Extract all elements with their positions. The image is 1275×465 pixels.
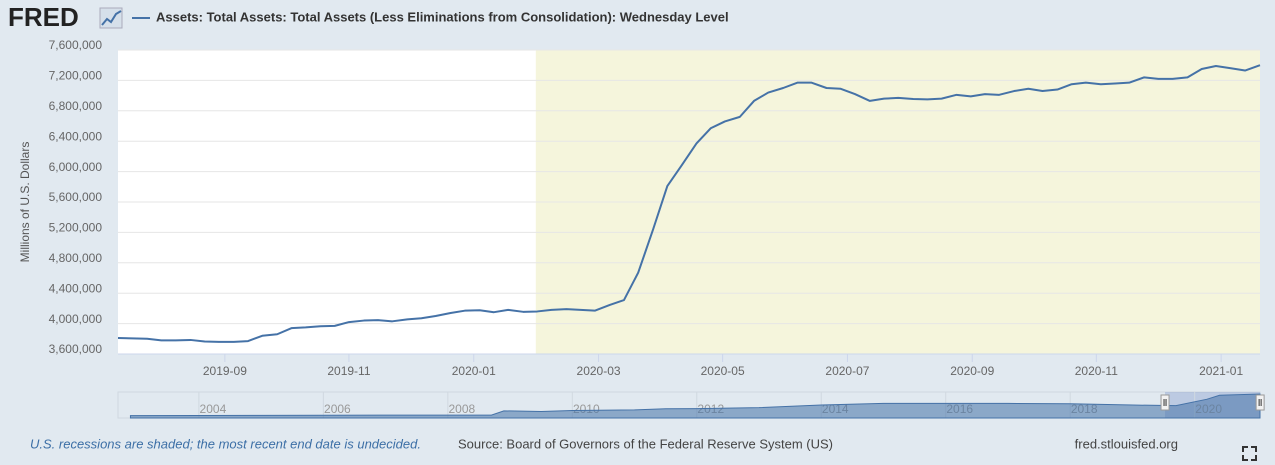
y-tick-label: 6,000,000 [49,160,103,174]
data-line [117,64,1261,343]
legend-entry: Assets: Total Assets: Total Assets (Less… [156,9,729,24]
y-tick-label: 5,600,000 [49,190,103,204]
navigator-area [129,393,1261,419]
x-tick-label: 2019-11 [327,364,370,378]
navigator-label: 2008 [448,402,475,416]
y-tick-label: 7,200,000 [49,69,103,83]
x-tick-label: 2021-01 [1199,364,1243,378]
x-tick-label: 2020-11 [1075,364,1118,378]
navigator-handle[interactable] [1255,394,1265,411]
plot: 3,600,000 4,000,000 4,400,000 4,800,000 5,20… [49,38,1265,419]
y-tick-label: 4,400,000 [49,281,103,295]
navigator-label: 2006 [324,402,351,416]
y-tick-label: 7,600,000 [49,38,103,52]
y-tick-label: 5,200,000 [49,221,103,235]
source: Source: Board of Governors of the Federa… [458,436,833,451]
y-axis-label: Millions of U.S. Dollars [18,142,32,263]
x-tick-label: 2020-07 [825,364,869,378]
logo: FRED [8,2,79,32]
y-tick-label: 6,800,000 [49,99,103,113]
site: fred.stlouisfed.org [1075,436,1178,451]
y-tick-label: 4,000,000 [49,312,103,326]
navigator-handle[interactable] [1160,394,1170,411]
navigator-label: 2004 [200,402,227,416]
recession-note: U.S. recessions are shaded; the most rec… [30,436,421,451]
y-tick-label: 4,800,000 [49,251,103,265]
x-tick-label: 2019-09 [203,364,247,378]
x-tick-label: 2020-03 [577,364,621,378]
x-tick-label: 2020-05 [701,364,745,378]
y-tick-label: 3,600,000 [49,342,103,356]
fullscreen-icon[interactable] [1242,446,1257,461]
x-tick-label: 2020-09 [950,364,994,378]
logo-icon [99,7,123,29]
y-tick-label: 6,400,000 [49,129,103,143]
x-tick-label: 2020-01 [452,364,496,378]
